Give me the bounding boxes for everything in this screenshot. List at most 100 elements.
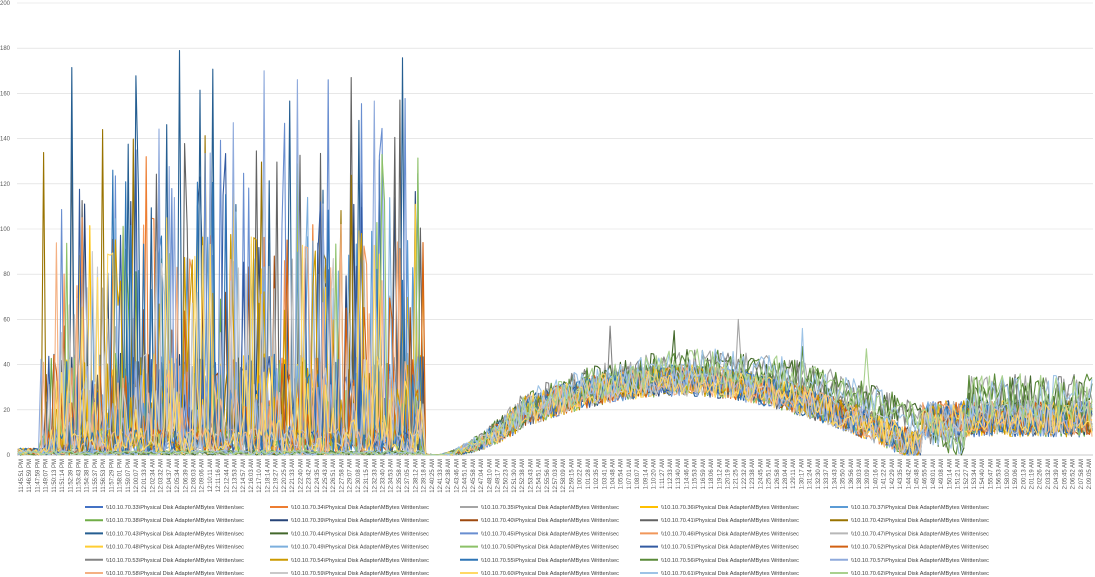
x-tick-label: 12:27:58 AM <box>339 459 345 493</box>
x-tick-label: 1:45:48 AM <box>915 459 921 489</box>
x-tick-label: 1:31:24 AM <box>808 459 814 489</box>
x-tick-label: 1:53:34 AM <box>972 459 978 489</box>
legend-item: \\10.10.70.41\Physical Disk Adapter\MByt… <box>640 518 799 524</box>
x-tick-label: 2:01:19 AM <box>1030 459 1036 489</box>
x-tick-label: 1:33:37 AM <box>824 459 830 489</box>
legend-label: \\10.10.70.54\Physical Disk Adapter\MByt… <box>291 558 429 564</box>
x-tick-label: 2:03:32 AM <box>1046 459 1052 489</box>
legend-label: \\10.10.70.62\Physical Disk Adapter\MByt… <box>851 571 989 577</box>
legend-label: \\10.10.70.45\Physical Disk Adapter\MByt… <box>481 531 619 537</box>
x-tick-label: 1:15:53 AM <box>693 459 699 489</box>
legend-item: \\10.10.70.38\Physical Disk Adapter\MByt… <box>85 518 244 524</box>
x-tick-label: 12:18:14 AM <box>266 459 272 493</box>
x-tick-label: 12:02:34 AM <box>150 459 156 493</box>
x-tick-label: 1:12:33 AM <box>668 459 674 489</box>
legend-label: \\10.10.70.60\Physical Disk Adapter\MByt… <box>481 571 619 577</box>
x-tick-label: 12:37:05 AM <box>405 459 411 493</box>
x-tick-label: 11:52:39 PM <box>68 459 74 493</box>
x-tick-label: 12:03:32 AM <box>159 459 165 493</box>
legend-item: \\10.10.70.43\Physical Disk Adapter\MByt… <box>85 531 244 537</box>
x-tick-label: 1:18:06 AM <box>709 459 715 489</box>
legend-item: \\10.10.70.36\Physical Disk Adapter\MByt… <box>640 505 799 511</box>
x-tick-label: 1:56:53 AM <box>997 459 1003 489</box>
legend-label: \\10.10.70.56\Physical Disk Adapter\MByt… <box>661 558 799 564</box>
legend-label: \\10.10.70.48\Physical Disk Adapter\MByt… <box>106 545 244 551</box>
x-tick-label: 1:42:29 AM <box>890 459 896 489</box>
x-tick-label: 12:29:07 AM <box>348 459 354 493</box>
legend-item: \\10.10.70.39\Physical Disk Adapter\MByt… <box>270 518 429 524</box>
y-tick-label: 100 <box>0 227 11 233</box>
x-tick-label: 1:38:03 AM <box>857 459 863 489</box>
x-tick-label: 1:51:21 AM <box>956 459 962 489</box>
x-tick-label: 1:04:48 AM <box>611 459 617 489</box>
legend-item: \\10.10.70.62\Physical Disk Adapter\MByt… <box>830 571 989 577</box>
x-tick-label: 12:42:38 AM <box>446 459 452 493</box>
x-tick-label: 12:35:58 AM <box>397 459 403 493</box>
legend-item: \\10.10.70.47\Physical Disk Adapter\MByt… <box>830 531 989 537</box>
legend-item: \\10.10.70.51\Physical Disk Adapter\MByt… <box>640 545 799 551</box>
y-tick-label: 180 <box>0 46 11 52</box>
x-tick-label: 12:04:37 AM <box>167 459 173 493</box>
legend-label: \\10.10.70.59\Physical Disk Adapter\MByt… <box>291 571 429 577</box>
x-tick-label: 12:50:23 AM <box>504 459 510 493</box>
x-tick-label: 12:31:15 AM <box>364 459 370 493</box>
x-tick-label: 12:34:53 AM <box>389 459 395 493</box>
legend-label: \\10.10.70.53\Physical Disk Adapter\MByt… <box>106 558 244 564</box>
x-tick-label: 12:52:38 AM <box>520 459 526 493</box>
x-tick-label: 1:23:38 AM <box>750 459 756 489</box>
legend-label: \\10.10.70.61\Physical Disk Adapter\MByt… <box>661 571 799 577</box>
x-tick-label: 1:35:50 AM <box>841 459 847 489</box>
x-tick-label: 2:00:13 AM <box>1021 459 1027 489</box>
legend-label: \\10.10.70.44\Physical Disk Adapter\MByt… <box>291 531 429 537</box>
x-tick-label: 1:49:08 AM <box>939 459 945 489</box>
x-tick-label: 12:12:44 AM <box>224 459 230 493</box>
x-tick-label: 12:00:07 AM <box>134 459 140 493</box>
legend-label: \\10.10.70.40\Physical Disk Adapter\MByt… <box>481 518 619 524</box>
x-tick-label: 12:24:35 AM <box>315 459 321 493</box>
legend-item: \\10.10.70.49\Physical Disk Adapter\MByt… <box>270 545 429 551</box>
x-tick-label: 12:26:51 AM <box>331 459 337 493</box>
legend-label: \\10.10.70.58\Physical Disk Adapter\MByt… <box>106 571 244 577</box>
x-tick-label: 12:22:40 AM <box>298 459 304 493</box>
x-tick-label: 11:51:14 PM <box>60 459 66 493</box>
x-tick-label: 12:55:56 AM <box>545 459 551 493</box>
x-tick-label: 11:50:13 PM <box>52 459 58 493</box>
x-tick-label: 1:25:51 AM <box>767 459 773 489</box>
x-tick-label: 1:36:56 AM <box>849 459 855 489</box>
legend-label: \\10.10.70.33\Physical Disk Adapter\MByt… <box>106 505 244 511</box>
x-tick-label: 1:26:58 AM <box>775 459 781 489</box>
x-tick-label: 12:13:53 AM <box>233 459 239 493</box>
legend-item: \\10.10.70.44\Physical Disk Adapter\MByt… <box>270 531 429 537</box>
legend-item: \\10.10.70.50\Physical Disk Adapter\MByt… <box>460 545 619 551</box>
x-tick-label: 1:54:40 AM <box>980 459 986 489</box>
legend: \\10.10.70.33\Physical Disk Adapter\MByt… <box>85 505 989 577</box>
x-tick-label: 1:08:07 AM <box>635 459 641 489</box>
legend-label: \\10.10.70.35\Physical Disk Adapter\MByt… <box>481 505 619 511</box>
y-tick-label: 120 <box>0 182 11 188</box>
x-tick-label: 2:05:45 AM <box>1062 459 1068 489</box>
x-tick-label: 1:29:11 AM <box>791 459 797 489</box>
legend-label: \\10.10.70.34\Physical Disk Adapter\MByt… <box>291 505 429 511</box>
x-tick-label: 12:51:30 AM <box>512 459 518 493</box>
x-tick-label: 2:07:58 AM <box>1079 459 1085 489</box>
legend-label: \\10.10.70.52\Physical Disk Adapter\MByt… <box>851 545 989 551</box>
x-tick-label: 1:13:40 AM <box>676 459 682 489</box>
x-tick-label: 12:38:12 AM <box>413 459 419 493</box>
x-tick-label: 1:00:22 AM <box>578 459 584 489</box>
x-tick-label: 12:09:06 AM <box>200 459 206 493</box>
x-tick-label: 12:59:15 AM <box>569 459 575 493</box>
x-tick-label: 1:09:14 AM <box>643 459 649 489</box>
legend-item: \\10.10.70.61\Physical Disk Adapter\MByt… <box>640 571 799 577</box>
x-tick-label: 12:53:43 AM <box>528 459 534 493</box>
legend-label: \\10.10.70.43\Physical Disk Adapter\MByt… <box>106 531 244 537</box>
series-line <box>17 232 1093 456</box>
x-tick-label: 1:50:14 AM <box>947 459 953 489</box>
x-tick-label: 12:49:17 AM <box>496 459 502 493</box>
x-tick-label: 2:06:52 AM <box>1071 459 1077 489</box>
legend-item: \\10.10.70.45\Physical Disk Adapter\MByt… <box>460 531 619 537</box>
x-tick-label: 1:58:00 AM <box>1005 459 1011 489</box>
x-tick-label: 12:57:03 AM <box>553 459 559 493</box>
x-tick-label: 12:33:40 AM <box>381 459 387 493</box>
series-lines <box>17 49 1093 456</box>
legend-label: \\10.10.70.47\Physical Disk Adapter\MByt… <box>851 531 989 537</box>
